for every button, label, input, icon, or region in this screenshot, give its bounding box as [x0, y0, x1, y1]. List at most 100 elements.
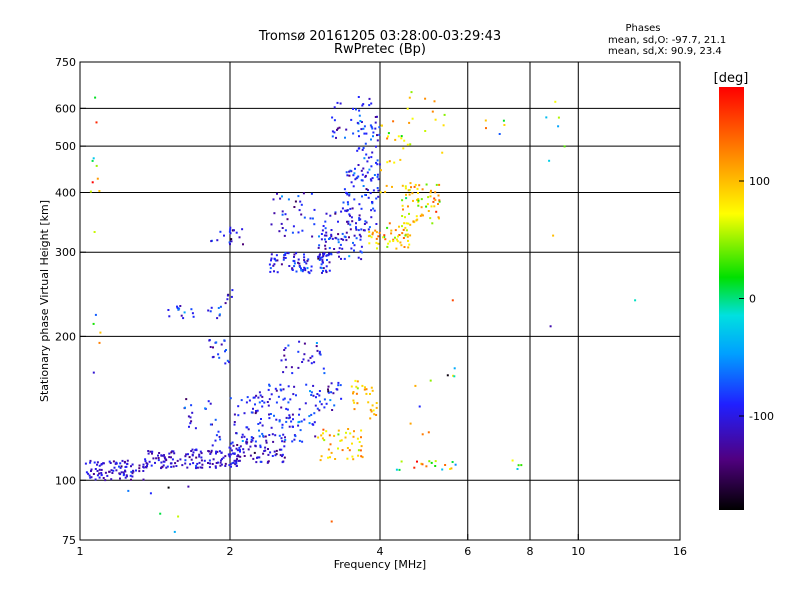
data-point [96, 470, 99, 472]
data-point [267, 448, 269, 450]
data-point [270, 253, 273, 256]
data-point [359, 235, 362, 238]
data-point [357, 175, 360, 178]
data-point [239, 455, 242, 458]
data-point [157, 459, 160, 462]
data-point [357, 164, 360, 166]
data-point [369, 393, 371, 395]
data-point [214, 439, 217, 442]
data-point [212, 355, 215, 358]
data-point [333, 106, 336, 109]
data-point [254, 440, 257, 443]
data-point [371, 231, 374, 234]
data-point [359, 449, 362, 452]
data-point [209, 423, 212, 426]
data-point [126, 475, 128, 478]
data-point [287, 401, 290, 404]
data-point [152, 457, 155, 460]
data-point [425, 205, 428, 208]
data-point [190, 404, 193, 407]
data-point [377, 189, 380, 192]
data-point [291, 231, 294, 234]
data-point [433, 197, 436, 200]
data-point [170, 456, 172, 459]
data-point [438, 217, 440, 220]
data-point [188, 425, 190, 428]
data-point [421, 188, 424, 191]
data-point [409, 143, 412, 146]
data-point [312, 423, 315, 426]
data-point [241, 433, 244, 436]
data-point [293, 265, 296, 268]
data-point [259, 460, 262, 463]
data-point [351, 220, 354, 223]
data-point [371, 233, 374, 236]
data-point [365, 392, 368, 395]
data-point [287, 344, 290, 347]
data-point [304, 269, 307, 272]
data-point [303, 353, 306, 356]
data-point [420, 198, 423, 201]
data-point [278, 419, 281, 422]
data-point [364, 386, 366, 389]
data-point [412, 199, 414, 202]
data-point [321, 437, 324, 440]
data-point [386, 137, 389, 140]
data-point [438, 199, 441, 202]
data-point [412, 220, 415, 223]
data-point [368, 97, 371, 100]
data-point [375, 402, 378, 404]
data-point [331, 409, 334, 411]
data-point [297, 231, 300, 234]
data-point [247, 428, 250, 431]
data-point [124, 476, 127, 479]
data-point [406, 235, 409, 238]
data-point [355, 237, 358, 240]
data-point [108, 460, 111, 463]
data-point [350, 181, 353, 184]
data-point [161, 465, 164, 468]
data-point [220, 459, 222, 462]
data-point [191, 411, 194, 414]
data-point [388, 160, 391, 163]
data-point [318, 254, 321, 257]
data-point [272, 198, 275, 201]
data-point [321, 229, 324, 232]
data-point [175, 465, 178, 467]
data-point [230, 465, 232, 468]
data-point [184, 459, 187, 462]
data-point [372, 207, 375, 210]
data-point [275, 449, 278, 452]
data-point [122, 471, 125, 474]
data-point [228, 464, 231, 467]
data-point [309, 390, 311, 393]
data-point [286, 408, 289, 411]
data-point [201, 466, 204, 469]
data-point [174, 462, 177, 465]
data-point [348, 213, 351, 216]
data-point [95, 164, 98, 167]
data-point [108, 470, 111, 473]
data-point [370, 138, 372, 141]
data-point [434, 191, 437, 194]
data-point [345, 231, 348, 234]
data-point [230, 295, 233, 298]
data-point [337, 433, 340, 436]
data-point [218, 313, 221, 316]
data-point [230, 240, 233, 243]
data-point [356, 380, 359, 383]
data-point [319, 400, 321, 403]
data-point [265, 439, 268, 442]
data-point [325, 212, 328, 215]
data-point [376, 175, 379, 178]
data-point [246, 438, 248, 441]
data-point [330, 233, 333, 236]
data-point [258, 435, 261, 438]
data-point [327, 448, 330, 451]
data-point [160, 461, 163, 464]
data-point [228, 454, 231, 457]
data-point [172, 465, 175, 468]
data-point [144, 460, 147, 463]
data-point [327, 385, 330, 388]
